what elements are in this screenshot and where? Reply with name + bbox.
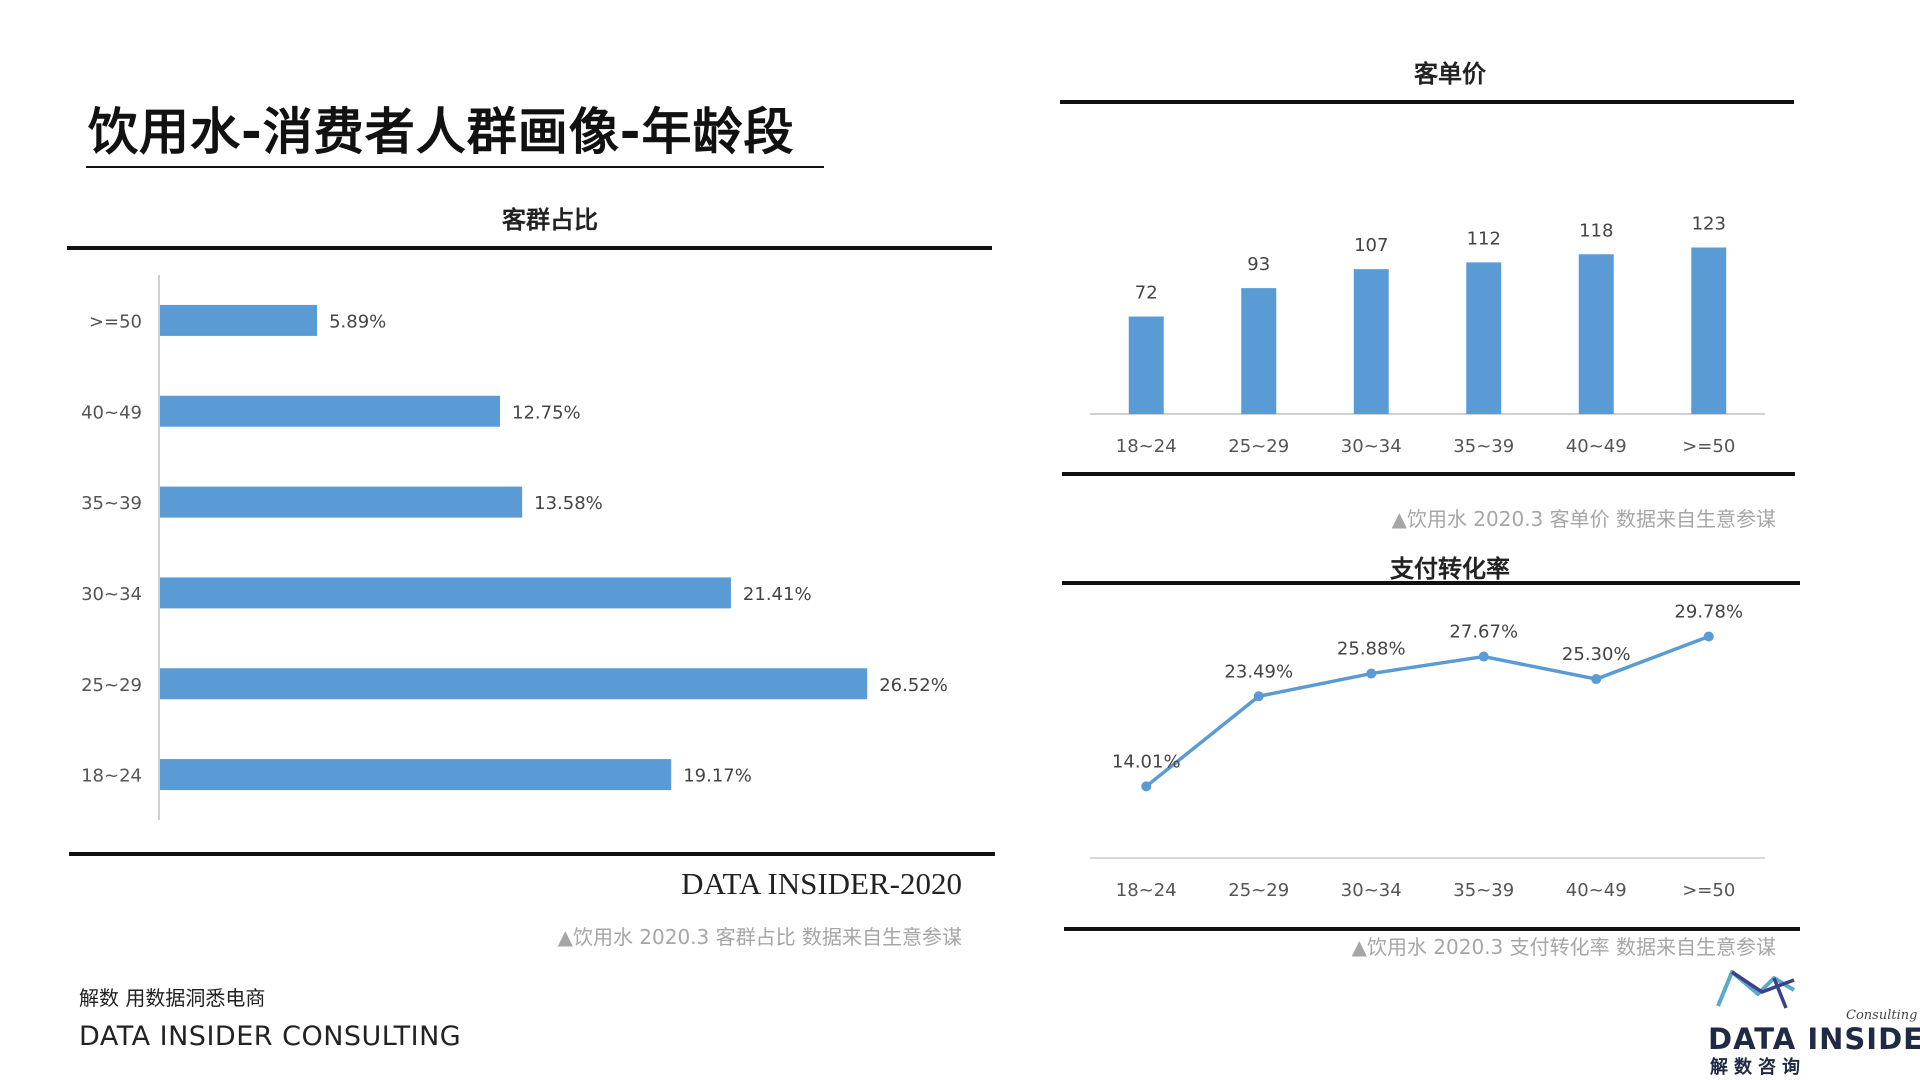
conv-data-label: 29.78% xyxy=(1674,602,1743,623)
share-tick-label: 35~39 xyxy=(81,493,142,514)
share-tick-label: 40~49 xyxy=(81,402,142,423)
conv-data-label: 14.01% xyxy=(1112,751,1181,772)
aov-source-note: ▲饮用水 2020.3 客单价 数据来自生意参谋 xyxy=(1391,507,1776,531)
conv-line-chart: 14.01% 18~24 23.49% 25~29 25.88% 30~34 27.67% 3… xyxy=(1090,602,1765,901)
share-bar xyxy=(160,486,523,518)
aov-bar xyxy=(1691,247,1727,414)
conv-data-label: 27.67% xyxy=(1449,622,1518,643)
conv-data-label: 23.49% xyxy=(1224,661,1293,682)
aov-data-label: 93 xyxy=(1247,254,1270,275)
share-bar xyxy=(160,668,868,700)
conv-tick-label: 30~34 xyxy=(1341,880,1402,901)
conv-point xyxy=(1253,691,1264,702)
aov-tick-label: >=50 xyxy=(1682,436,1735,457)
conv-tick-label: >=50 xyxy=(1682,880,1735,901)
aov-chart-title: 客单价 xyxy=(1414,60,1486,88)
share-tick-label: >=50 xyxy=(89,311,142,332)
conv-series-line xyxy=(1145,634,1710,788)
aov-data-label: 123 xyxy=(1692,214,1726,235)
signature: DATA INSIDER-2020 xyxy=(681,866,962,901)
aov-bar-chart: 72 18~24 93 25~29 107 30~34 112 35~39 118 40~49 12… xyxy=(1090,214,1765,457)
logo-wordmark: DATA INSIDER xyxy=(1708,1022,1920,1056)
share-data-label: 12.75% xyxy=(512,402,581,423)
logo-mark-icon xyxy=(1716,970,1796,1009)
share-data-label: 13.58% xyxy=(534,493,603,514)
footer-slogan: 解数 用数据洞悉电商 xyxy=(79,986,266,1010)
aov-tick-label: 35~39 xyxy=(1453,436,1514,457)
aov-data-label: 118 xyxy=(1579,220,1613,241)
aov-tick-label: 18~24 xyxy=(1116,436,1177,457)
conv-source-note: ▲饮用水 2020.3 支付转化率 数据来自生意参谋 xyxy=(1351,935,1776,959)
aov-data-label: 107 xyxy=(1354,235,1388,256)
brand-logo: Consulting DATA INSIDER 解数咨询 xyxy=(1708,968,1920,1078)
aov-tick-label: 25~29 xyxy=(1228,436,1289,457)
share-data-label: 21.41% xyxy=(743,584,812,605)
share-bottom-rule xyxy=(69,852,995,856)
conv-top-rule xyxy=(1062,581,1800,585)
aov-bar xyxy=(1353,269,1389,414)
conv-data-label: 25.30% xyxy=(1562,644,1631,665)
share-data-label: 5.89% xyxy=(329,311,386,332)
aov-data-label: 72 xyxy=(1135,283,1158,304)
logo-subtitle: 解数咨询 xyxy=(1710,1057,1806,1078)
conv-point xyxy=(1703,631,1714,642)
share-bar xyxy=(160,395,500,427)
conv-tick-label: 40~49 xyxy=(1566,880,1627,901)
aov-tick-label: 30~34 xyxy=(1341,436,1402,457)
share-top-rule xyxy=(67,246,992,250)
share-bar xyxy=(160,577,731,609)
aov-data-label: 112 xyxy=(1467,228,1501,249)
conv-bottom-rule xyxy=(1064,927,1800,931)
aov-bar xyxy=(1241,288,1277,414)
aov-top-rule xyxy=(1060,100,1794,104)
page-title: 饮用水-消费者人群画像-年龄段 xyxy=(88,103,795,161)
conv-tick-label: 25~29 xyxy=(1228,880,1289,901)
share-data-label: 26.52% xyxy=(879,675,948,696)
aov-bar xyxy=(1578,254,1614,414)
conv-tick-label: 18~24 xyxy=(1116,880,1177,901)
conv-tick-label: 35~39 xyxy=(1453,880,1514,901)
logo-consulting: Consulting xyxy=(1846,1008,1918,1023)
conv-point xyxy=(1591,674,1602,685)
share-bar-chart: >=50 5.89% 40~49 12.75% 35~39 13.58% 30~34 21.4… xyxy=(81,275,948,820)
share-tick-label: 18~24 xyxy=(81,766,142,787)
title-underline xyxy=(86,166,824,168)
aov-bar xyxy=(1466,262,1502,414)
share-source-note: ▲饮用水 2020.3 客群占比 数据来自生意参谋 xyxy=(557,925,962,949)
share-tick-label: 30~34 xyxy=(81,584,142,605)
share-bar xyxy=(160,304,318,336)
conv-data-label: 25.88% xyxy=(1337,639,1406,660)
share-bar xyxy=(160,759,672,791)
conv-point xyxy=(1478,651,1489,662)
share-tick-label: 25~29 xyxy=(81,675,142,696)
aov-tick-label: 40~49 xyxy=(1566,436,1627,457)
footer-company: DATA INSIDER CONSULTING xyxy=(79,1021,462,1052)
share-data-label: 19.17% xyxy=(683,766,752,787)
conv-point xyxy=(1366,668,1377,679)
conv-point xyxy=(1141,781,1152,792)
aov-bottom-rule xyxy=(1062,472,1795,476)
share-chart-title: 客群占比 xyxy=(502,206,598,234)
conv-chart-title: 支付转化率 xyxy=(1390,555,1510,583)
aov-bar xyxy=(1128,316,1164,414)
